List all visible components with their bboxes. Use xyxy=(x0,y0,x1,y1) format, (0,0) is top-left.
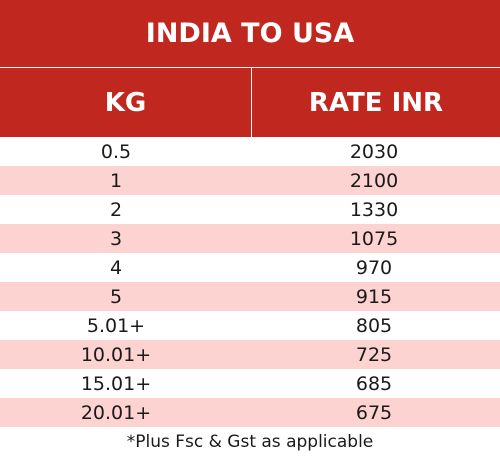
weight-cell: 5.01+ xyxy=(86,314,146,337)
rate-cell: 2030 xyxy=(349,140,399,163)
rate-cell: 685 xyxy=(355,372,393,395)
table-row: 3 1075 xyxy=(0,224,500,253)
rate-cell: 675 xyxy=(355,401,393,424)
weight-cell: 15.01+ xyxy=(80,372,152,395)
table-row: 0.5 2030 xyxy=(0,137,500,166)
footnote: *Plus Fsc & Gst as applicable xyxy=(126,432,374,452)
rate-cell: 805 xyxy=(355,314,393,337)
table-row: 2 1330 xyxy=(0,195,500,224)
rate-cell: 970 xyxy=(355,256,393,279)
table-row: 20.01+ 675 xyxy=(0,398,500,427)
weight-cell: 20.01+ xyxy=(80,401,152,424)
weight-cell: 0.5 xyxy=(100,140,132,163)
table-row: 4 970 xyxy=(0,253,500,282)
column-header-rate: RATE INR xyxy=(308,87,444,118)
table-row: 1 2100 xyxy=(0,166,500,195)
rate-cell: 915 xyxy=(355,285,393,308)
page-title: INDIA TO USA xyxy=(0,0,500,68)
table-row: 10.01+ 725 xyxy=(0,340,500,369)
table-body: 0.5 2030 1 2100 2 1330 3 1075 4 970 5 91… xyxy=(0,137,500,427)
weight-cell: 5 xyxy=(109,285,123,308)
table-row: 5.01+ 805 xyxy=(0,311,500,340)
weight-cell: 2 xyxy=(109,198,123,221)
rate-cell: 2100 xyxy=(349,169,399,192)
table-row: 5 915 xyxy=(0,282,500,311)
rate-cell: 1075 xyxy=(349,227,399,250)
rate-cell: 725 xyxy=(355,343,393,366)
column-header-kg: KG xyxy=(0,68,252,137)
weight-cell: 10.01+ xyxy=(80,343,152,366)
weight-cell: 1 xyxy=(109,169,123,192)
table-header: KG RATE INR xyxy=(0,68,500,137)
weight-cell: 3 xyxy=(109,227,123,250)
rate-cell: 1330 xyxy=(349,198,399,221)
table-row: 15.01+ 685 xyxy=(0,369,500,398)
weight-cell: 4 xyxy=(109,256,123,279)
